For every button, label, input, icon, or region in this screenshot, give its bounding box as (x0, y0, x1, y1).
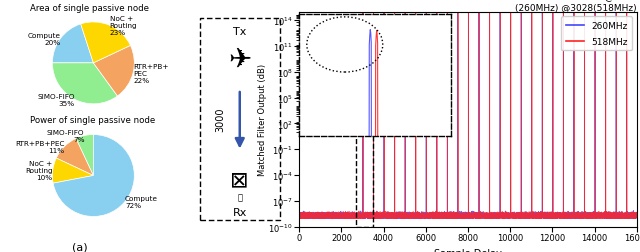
Wedge shape (76, 135, 93, 176)
Wedge shape (52, 64, 117, 104)
Wedge shape (52, 25, 93, 64)
Text: Tx detection @3015
(260MHz) @3028(518MHz): Tx detection @3015 (260MHz) @3028(518MHz… (515, 0, 637, 12)
Text: NoC +
Routing
10%: NoC + Routing 10% (25, 161, 52, 181)
Text: (a): (a) (72, 241, 88, 251)
Legend: 260MHz, 518MHz: 260MHz, 518MHz (561, 17, 632, 51)
Wedge shape (52, 159, 93, 183)
Text: Compute
72%: Compute 72% (125, 195, 158, 208)
Text: Rx: Rx (232, 207, 247, 217)
Bar (356, 94, 373, 227)
Wedge shape (53, 135, 134, 217)
Text: SIMO-FIFO
35%: SIMO-FIFO 35% (37, 93, 75, 106)
Wedge shape (56, 139, 93, 176)
Y-axis label: Matched Filter Output (dB): Matched Filter Output (dB) (258, 64, 267, 176)
Wedge shape (81, 23, 131, 64)
Text: SIMO-FIFO
7%: SIMO-FIFO 7% (47, 130, 84, 142)
Text: Tx: Tx (233, 27, 246, 37)
Text: RTR+PB+PEC
11%: RTR+PB+PEC 11% (15, 140, 65, 153)
Text: NoC +
Routing
23%: NoC + Routing 23% (109, 16, 137, 36)
Text: Area of single passive node: Area of single passive node (30, 4, 149, 13)
Wedge shape (93, 46, 134, 97)
Text: Compute
20%: Compute 20% (28, 33, 60, 46)
Text: 🗼: 🗼 (237, 192, 243, 201)
Text: ✈: ✈ (228, 46, 252, 74)
Text: ⊠: ⊠ (230, 170, 249, 190)
Text: Power of single passive node: Power of single passive node (30, 116, 155, 125)
Text: 3000: 3000 (216, 108, 226, 132)
Text: RTR+PB+
PEC
22%: RTR+PB+ PEC 22% (133, 64, 168, 84)
X-axis label: Sample Delay: Sample Delay (434, 247, 502, 252)
